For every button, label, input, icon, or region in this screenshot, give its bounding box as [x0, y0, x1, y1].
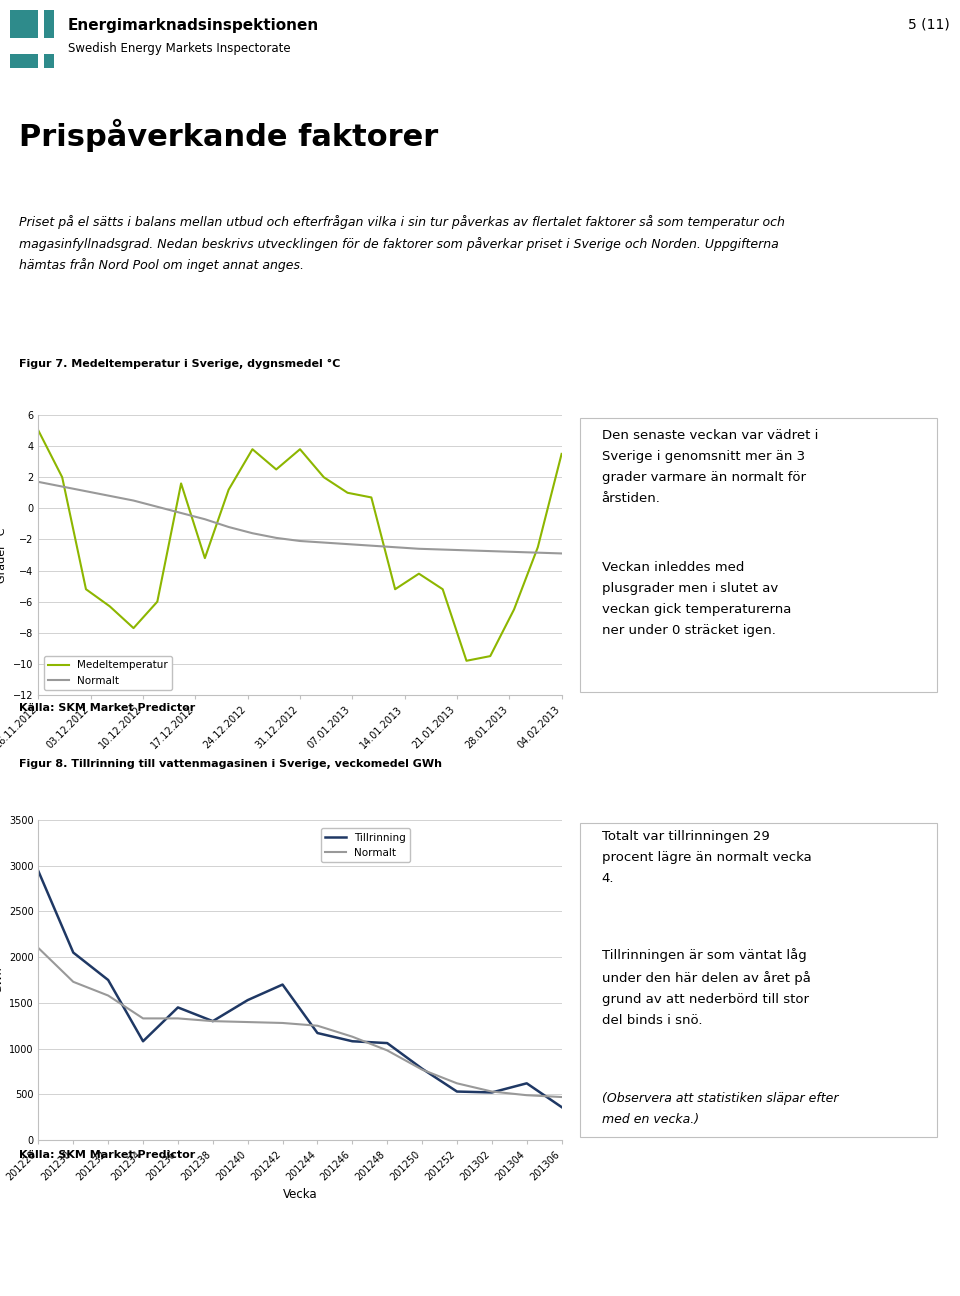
Text: (Observera att statistiken släpar efter
med en vecka.): (Observera att statistiken släpar efter … [602, 1093, 838, 1126]
Legend: Medeltemperatur, Normalt: Medeltemperatur, Normalt [43, 656, 172, 689]
Text: Totalt var tillrinningen 29
procent lägre än normalt vecka
4.: Totalt var tillrinningen 29 procent lägr… [602, 829, 811, 885]
Text: Energimarknadsinspektionen: Energimarknadsinspektionen [68, 18, 320, 32]
Text: Källa: SKM Market Predictor: Källa: SKM Market Predictor [19, 1150, 196, 1160]
Y-axis label: Grader °C: Grader °C [0, 527, 8, 583]
Text: 5 (11): 5 (11) [908, 18, 950, 32]
Text: Figur 8. Tillrinning till vattenmagasinen i Sverige, veckomedel GWh: Figur 8. Tillrinning till vattenmagasine… [19, 759, 443, 769]
Text: Den senaste veckan var vädret i
Sverige i genomsnitt mer än 3
grader varmare än : Den senaste veckan var vädret i Sverige … [602, 429, 818, 505]
Y-axis label: GWh: GWh [0, 967, 3, 993]
Bar [10, 54, 38, 67]
FancyBboxPatch shape [580, 417, 937, 692]
Text: Veckan inleddes med
plusgrader men i slutet av
veckan gick temperaturerna
ner un: Veckan inleddes med plusgrader men i slu… [602, 561, 791, 636]
Bar [44, 54, 54, 67]
Bar [44, 10, 54, 38]
Text: Priset på el sätts i balans mellan utbud och efterfrågan vilka i sin tur påverka: Priset på el sätts i balans mellan utbud… [19, 215, 785, 272]
Text: Swedish Energy Markets Inspectorate: Swedish Energy Markets Inspectorate [68, 41, 291, 54]
FancyBboxPatch shape [580, 823, 937, 1137]
Text: Prispåverkande faktorer: Prispåverkande faktorer [19, 118, 439, 152]
Legend: Tillrinning, Normalt: Tillrinning, Normalt [321, 828, 410, 862]
Text: Figur 7. Medeltemperatur i Sverige, dygnsmedel °C: Figur 7. Medeltemperatur i Sverige, dygn… [19, 359, 341, 369]
Text: Källa: SKM Market Predictor: Källa: SKM Market Predictor [19, 702, 196, 713]
Bar [10, 10, 38, 38]
X-axis label: Vecka: Vecka [282, 1188, 318, 1201]
Text: Tillrinningen är som väntat låg
under den här delen av året på
grund av att nede: Tillrinningen är som väntat låg under de… [602, 947, 810, 1026]
